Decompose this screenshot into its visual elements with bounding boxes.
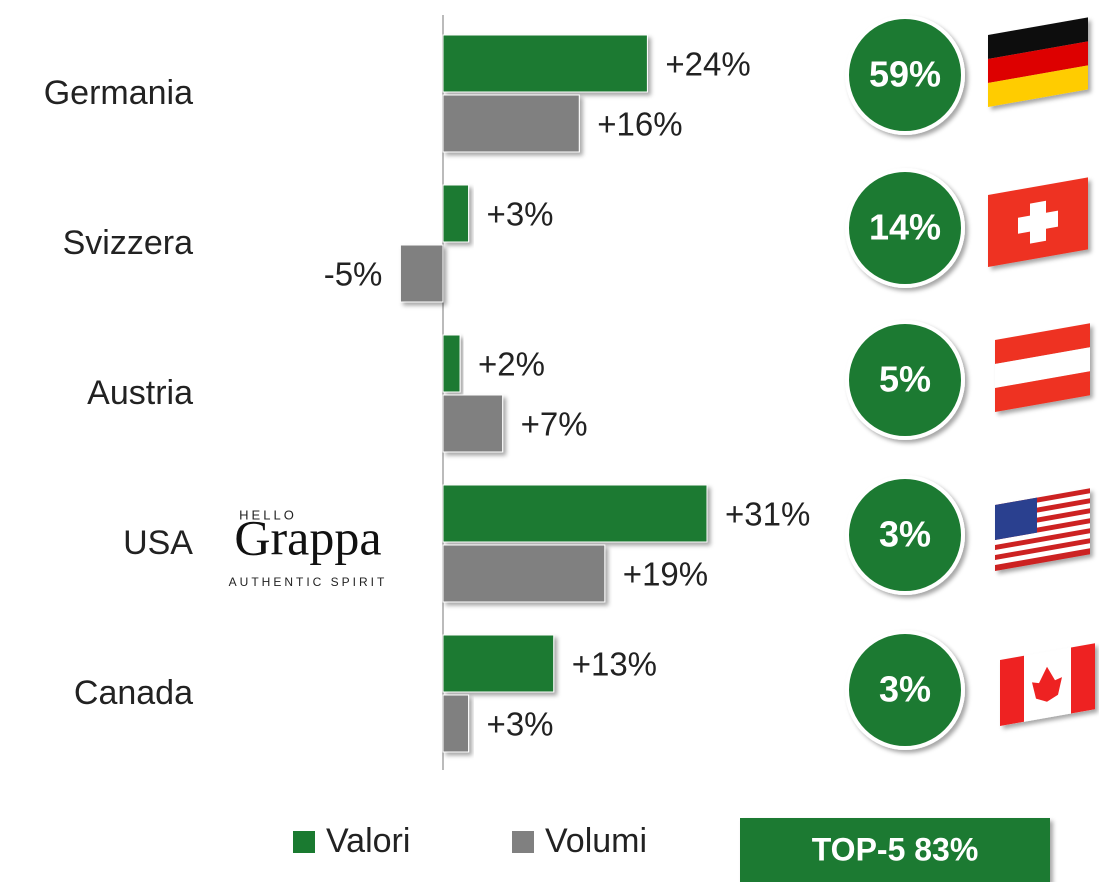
total: TOP-5 83% [812,831,979,867]
bar [442,334,461,393]
legend-swatch [293,831,315,853]
value-label: +3% [487,196,554,233]
share-label: 3% [879,514,931,555]
logo-name: Grappa [234,509,381,565]
bar [399,244,444,303]
legend-label: Volumi [545,822,647,860]
share-label: 59% [869,54,941,95]
category-label: Austria [87,374,193,412]
share-circle [845,630,965,750]
flag-ca [1000,643,1095,726]
category-label: Germania [44,74,193,112]
value-label: +13% [572,646,657,683]
value-label: -5% [324,256,383,293]
bar [442,34,648,93]
flag-de [988,17,1088,107]
bar [442,184,470,243]
bar [442,694,470,753]
bar [442,94,580,153]
flags [988,17,1095,726]
flag-at [995,323,1090,412]
logo-tagline: AUTHENTIC SPIRIT [229,575,388,589]
value-label: +7% [521,406,588,443]
bar [442,544,606,603]
value-label: +16% [597,106,682,143]
share-label: 5% [879,359,931,400]
bar [442,634,555,693]
value-label: +2% [478,346,545,383]
share-label: 3% [879,669,931,710]
category-label: Canada [74,674,193,712]
bar [442,484,708,543]
flag-us [995,488,1090,571]
logo-top: HELLO [239,507,297,522]
legend-swatch [512,831,534,853]
legend-label: Valori [326,822,410,860]
share-label: 14% [869,207,941,248]
category-label: USA [123,524,193,562]
bar [442,394,504,453]
share-circle [845,15,965,135]
flag-ch [988,177,1088,267]
total-box [740,818,1050,882]
value-label: +31% [725,496,810,533]
value-label: +3% [487,706,554,743]
value-label: +19% [623,556,708,593]
value-label: +24% [665,46,750,83]
share-circle [845,475,965,595]
share-circle [845,320,965,440]
category-label: Svizzera [63,224,193,262]
logo: HELLO Grappa AUTHENTIC SPIRIT [229,507,388,589]
share-circle [845,168,965,288]
